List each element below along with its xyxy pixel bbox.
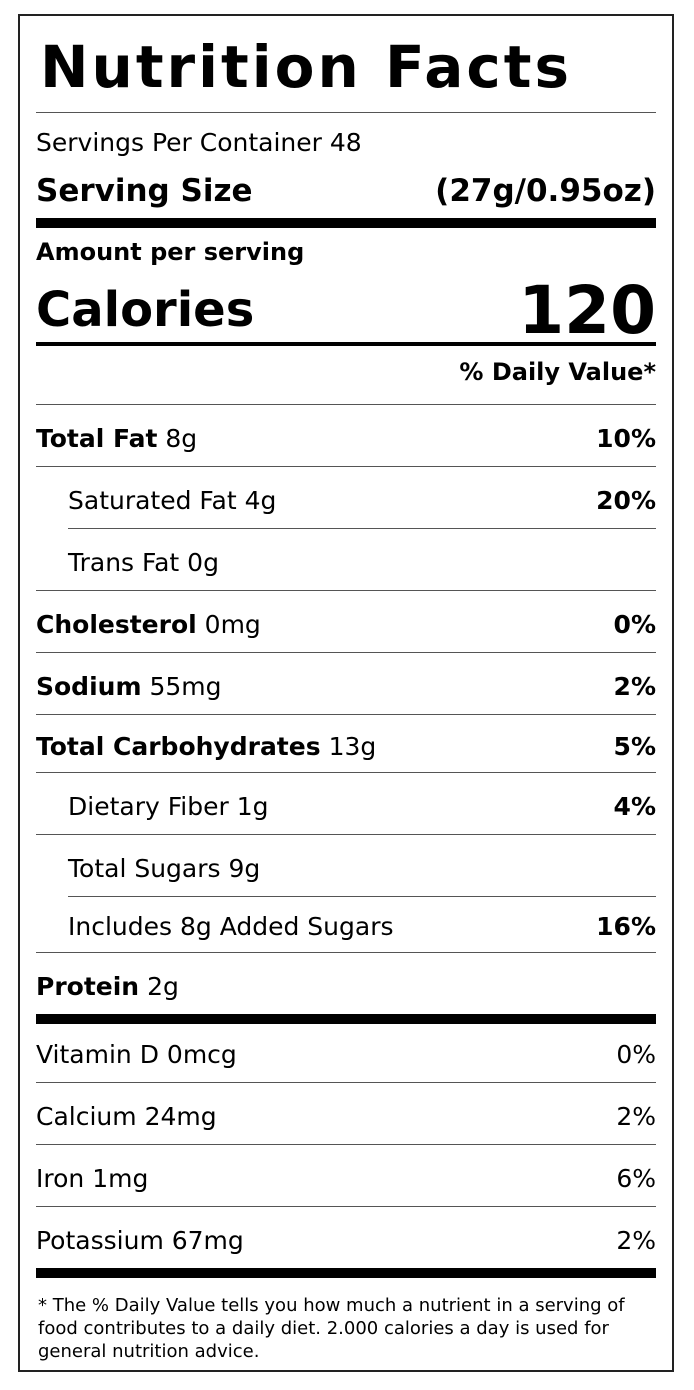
divider-thick xyxy=(36,218,656,228)
nutrient-daily-value: 20% xyxy=(596,486,656,515)
nutrient-name: Total Fat xyxy=(36,424,158,453)
amount-per-serving: Amount per serving xyxy=(36,238,305,266)
nutrient-daily-value: 4% xyxy=(613,792,656,821)
nutrient-name: Trans Fat xyxy=(68,548,180,577)
divider xyxy=(36,772,656,773)
vitamin-amount: 67mg xyxy=(171,1226,244,1255)
nutrient-name: Includes 8g Added Sugars xyxy=(68,912,394,941)
vitamin-name: Calcium xyxy=(36,1102,137,1131)
divider xyxy=(36,404,656,405)
nutrient-row-total-fat: Total Fat 8g 10% xyxy=(36,426,656,451)
nutrient-row-saturated-fat: Saturated Fat 4g 20% xyxy=(36,488,656,513)
vitamin-amount: 0mcg xyxy=(166,1040,237,1069)
serving-size-value: (27g/0.95oz) xyxy=(435,173,656,209)
nutrient-daily-value: 5% xyxy=(613,732,656,761)
vitamin-daily-value: 2% xyxy=(616,1226,656,1255)
nutrient-name: Dietary Fiber xyxy=(68,792,229,821)
nutrition-facts-label: Nutrition Facts Servings Per Container 4… xyxy=(18,14,674,1372)
nutrient-name: Protein xyxy=(36,972,140,1001)
divider xyxy=(36,1082,656,1083)
nutrient-daily-value: 16% xyxy=(596,912,656,941)
calories-value: 120 xyxy=(518,272,656,349)
serving-size-row: Serving Size (27g/0.95oz) xyxy=(36,176,656,207)
vitamin-daily-value: 2% xyxy=(616,1102,656,1131)
nutrient-amount: 9g xyxy=(228,854,261,883)
vitamin-name: Vitamin D xyxy=(36,1040,159,1069)
servings-per-container: Servings Per Container 48 xyxy=(36,128,362,157)
nutrient-amount: 0g xyxy=(187,548,219,577)
daily-value-footnote: * The % Daily Value tells you how much a… xyxy=(38,1295,625,1362)
divider xyxy=(36,590,656,591)
divider xyxy=(36,714,656,715)
divider-thick xyxy=(36,1014,656,1024)
vitamin-row-calcium: Calcium 24mg 2% xyxy=(36,1104,656,1129)
divider xyxy=(68,528,656,529)
nutrient-row-total-sugars: Total Sugars 9g xyxy=(36,856,656,881)
divider-medium xyxy=(36,342,656,346)
vitamin-name: Iron xyxy=(36,1164,85,1193)
nutrient-daily-value: 2% xyxy=(613,672,656,701)
divider xyxy=(36,1206,656,1207)
nutrient-row-trans-fat: Trans Fat 0g xyxy=(36,550,656,575)
calories-row: Calories 120 xyxy=(36,278,656,344)
divider-thick xyxy=(36,1268,656,1278)
divider xyxy=(68,896,656,897)
nutrient-row-sodium: Sodium 55mg 2% xyxy=(36,674,656,699)
nutrient-name: Sodium xyxy=(36,672,142,701)
vitamin-amount: 24mg xyxy=(144,1102,217,1131)
nutrient-row-added-sugars: Includes 8g Added Sugars 16% xyxy=(36,914,656,939)
nutrient-amount: 55mg xyxy=(149,672,222,701)
vitamin-row-vitamin-d: Vitamin D 0mcg 0% xyxy=(36,1042,656,1067)
nutrient-row-dietary-fiber: Dietary Fiber 1g 4% xyxy=(36,794,656,819)
nutrient-name: Cholesterol xyxy=(36,610,197,639)
calories-label: Calories xyxy=(36,282,255,338)
nutrient-amount: 13g xyxy=(328,732,377,761)
vitamin-amount: 1mg xyxy=(92,1164,149,1193)
nutrient-amount: 2g xyxy=(147,972,179,1001)
daily-value-header: % Daily Value* xyxy=(459,358,656,386)
nutrient-name: Total Carbohydrates xyxy=(36,732,321,761)
divider xyxy=(36,466,656,467)
nutrient-amount: 0mg xyxy=(204,610,261,639)
divider xyxy=(36,834,656,835)
vitamin-row-potassium: Potassium 67mg 2% xyxy=(36,1228,656,1253)
nutrient-row-cholesterol: Cholesterol 0mg 0% xyxy=(36,612,656,637)
divider xyxy=(36,952,656,953)
serving-size-label: Serving Size xyxy=(36,173,253,209)
nutrient-amount: 4g xyxy=(244,486,277,515)
nutrient-row-total-carbohydrates: Total Carbohydrates 13g 5% xyxy=(36,734,656,759)
vitamin-daily-value: 0% xyxy=(616,1040,656,1069)
vitamin-name: Potassium xyxy=(36,1226,164,1255)
label-content: Nutrition Facts Servings Per Container 4… xyxy=(36,16,656,1370)
label-title: Nutrition Facts xyxy=(40,33,572,101)
nutrient-name: Saturated Fat xyxy=(68,486,237,515)
nutrient-amount: 8g xyxy=(165,424,198,453)
nutrient-daily-value: 10% xyxy=(596,424,656,453)
nutrient-amount: 1g xyxy=(236,792,269,821)
nutrient-row-protein: Protein 2g xyxy=(36,974,656,999)
divider xyxy=(36,1144,656,1145)
divider xyxy=(36,652,656,653)
vitamin-daily-value: 6% xyxy=(616,1164,656,1193)
divider xyxy=(36,112,656,113)
vitamin-row-iron: Iron 1mg 6% xyxy=(36,1166,656,1191)
nutrient-name: Total Sugars xyxy=(68,854,221,883)
nutrient-daily-value: 0% xyxy=(613,610,656,639)
